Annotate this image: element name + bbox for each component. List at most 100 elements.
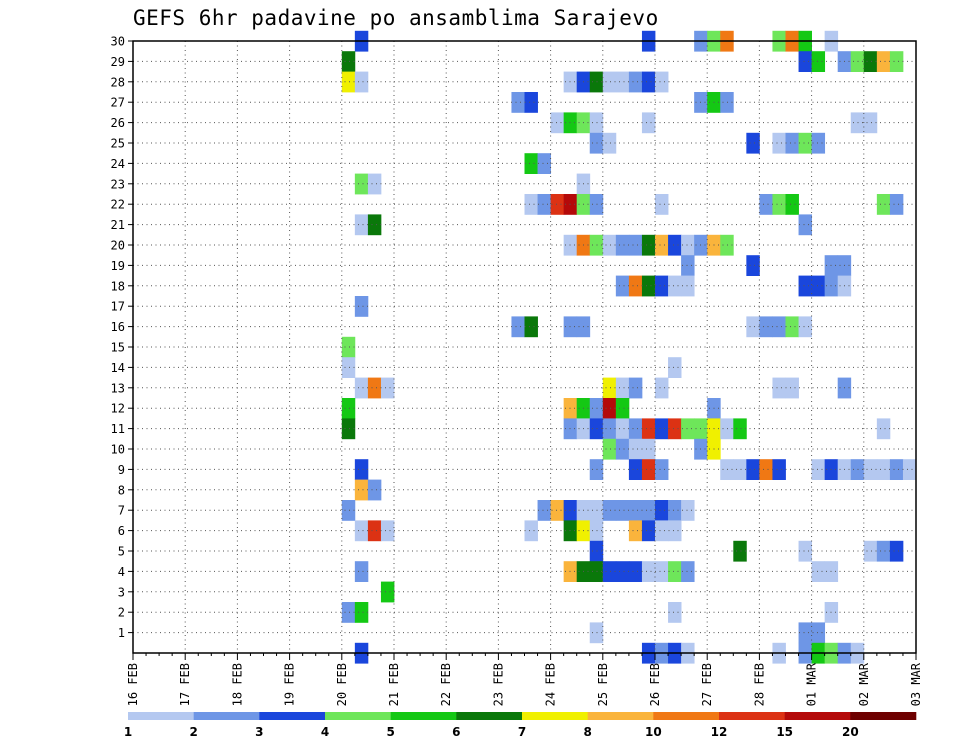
y-tick-label: 15 [111,341,125,355]
legend-label: 15 [776,725,793,739]
y-tick-label: 30 [111,35,125,49]
legend-swatch [128,712,194,720]
heatmap-cell [759,316,773,338]
heatmap-cell [811,275,826,297]
heatmap-cell [863,540,878,562]
y-tick-label: 14 [111,361,125,375]
legend-label: 5 [386,725,394,739]
heatmap-cell [524,316,538,338]
heatmap-cell [798,316,812,338]
heatmap-cell [641,520,656,542]
heatmap-cell [524,153,538,174]
heatmap-cell [641,275,656,297]
heatmap-cell [798,622,812,644]
heatmap-cell [354,520,369,542]
heatmap-cell [628,459,643,480]
heatmap-cell [681,561,695,582]
heatmap-cell [811,459,826,480]
heatmap-cell [602,377,617,399]
heatmap-cell [341,51,356,72]
heatmap-cell [876,418,891,440]
heatmap-cell [537,500,551,521]
heatmap-cell [681,275,695,297]
heatmap-cell [524,92,538,113]
heatmap-cell [380,520,395,542]
heatmap-cell [889,51,904,72]
heatmap-cell [798,275,812,297]
grid-lines [133,40,916,653]
heatmap-cell [876,194,891,215]
heatmap-cell [628,520,643,542]
heatmap-cell [589,132,604,154]
heatmap-cell [602,500,617,521]
x-tick-label: 02 MAR [857,662,871,706]
heatmap-cell [341,500,356,521]
heatmap-cell [720,418,734,440]
heatmap-cell [641,561,656,582]
x-tick-label: 27 FEB [700,663,714,706]
heatmap-cell [628,561,643,582]
heatmap-cell [655,234,669,256]
heatmap-cell [511,316,525,338]
heatmap-cell [733,540,747,562]
heatmap-cell [850,51,865,72]
heatmap-cell [589,500,604,521]
heatmap-cell [615,500,630,521]
heatmap-cell [589,561,604,582]
heatmap-cell [798,51,812,72]
heatmap-cell [354,602,369,623]
heatmap-cell [772,377,786,399]
x-tick-label: 25 FEB [596,663,610,706]
heatmap-cell [341,357,356,378]
heatmap-cell [785,316,799,338]
y-tick-label: 9 [118,463,125,477]
heatmap-cell [589,418,604,440]
heatmap-cell [602,132,617,154]
heatmap-cell [628,500,643,521]
heatmap-cell [354,459,369,480]
heatmap-cell [889,194,904,215]
heatmap-cell [602,398,617,419]
heatmap-cell [889,540,904,562]
heatmap-cell [354,71,369,93]
x-tick-label: 17 FEB [178,663,192,706]
y-tick-label: 28 [111,75,125,89]
y-tick-label: 7 [118,504,125,518]
heatmap-cell [367,377,382,399]
heatmap-cell [550,194,565,215]
heatmap-cell [341,602,356,623]
heatmap-cell [524,194,538,215]
heatmap-cell [354,214,369,236]
heatmap-cell [641,112,656,134]
heatmap-cell [668,561,682,582]
heatmap-cell [759,459,773,480]
heatmap-cell [863,459,878,480]
heatmap-cell [772,316,786,338]
heatmap-cell [615,398,630,419]
heatmap-cell [668,234,682,256]
y-tick-label: 19 [111,259,125,273]
heatmap-cell [681,255,695,276]
heatmap-cell [655,71,669,93]
heatmap-cell [655,194,669,215]
x-tick-label: 16 FEB [126,663,140,706]
heatmap-cell [602,234,617,256]
heatmap-cell [602,561,617,582]
heatmap-cell [354,479,369,501]
heatmap-cells [341,30,917,664]
legend-swatch [719,712,785,720]
heatmap-cell [655,459,669,480]
heatmap-cell [655,418,669,440]
heatmap-cell [628,377,643,399]
heatmap-cell [668,357,682,378]
heatmap-cell [341,71,356,93]
heatmap-cell [615,275,630,297]
legend-swatch [653,712,720,720]
heatmap-cell [641,234,656,256]
heatmap-cell [733,418,747,440]
heatmap-cell [628,71,643,93]
heatmap-cell [641,71,656,93]
legend-label: 10 [645,725,662,739]
heatmap-cell [589,540,604,562]
heatmap-cell [641,438,656,460]
